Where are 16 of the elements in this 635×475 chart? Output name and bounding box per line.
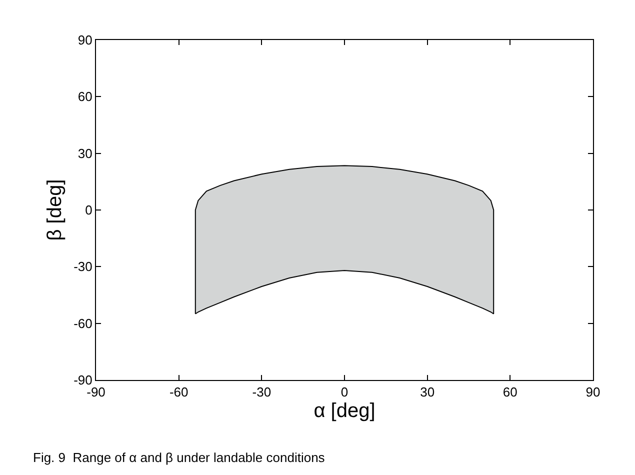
x-tick-label: -60 bbox=[169, 384, 188, 400]
y-tick-label: -90 bbox=[74, 372, 92, 388]
y-tick-label: -30 bbox=[74, 259, 92, 274]
y-tick-label: 30 bbox=[78, 146, 92, 161]
y-tick-label: -60 bbox=[74, 316, 92, 331]
y-tick-label: 90 bbox=[78, 32, 92, 48]
x-tick-label: -30 bbox=[252, 384, 272, 400]
x-axis-title: α [deg] bbox=[314, 400, 376, 422]
x-tick-label: 0 bbox=[340, 384, 348, 400]
x-tick-label: 90 bbox=[586, 384, 600, 400]
y-tick-label: 0 bbox=[85, 202, 92, 218]
x-tick-label: 30 bbox=[420, 384, 435, 400]
y-axis-title: β [deg] bbox=[44, 179, 66, 241]
y-tick-label: 60 bbox=[78, 89, 92, 104]
x-tick-label: 60 bbox=[502, 384, 518, 400]
caption: Fig. 9 Range of α and β under landable conditions bbox=[33, 450, 326, 465]
